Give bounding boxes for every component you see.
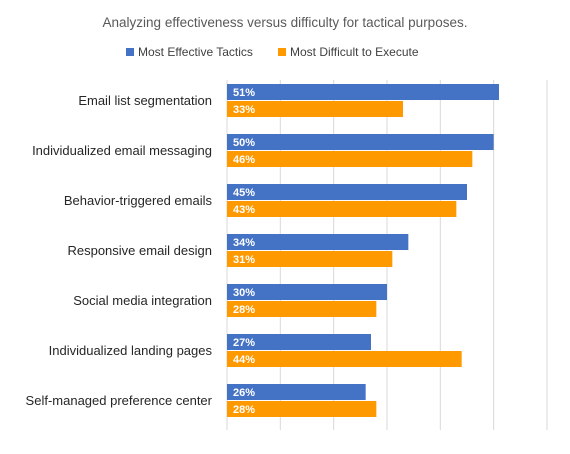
category-label: Individualized email messaging [32, 143, 212, 158]
legend-label-difficult: Most Difficult to Execute [290, 45, 419, 59]
bar-value-label: 28% [233, 304, 255, 316]
bar-value-label: 46% [233, 154, 255, 166]
bar-value-label: 34% [233, 237, 255, 249]
chart-title: Analyzing effectiveness versus difficult… [103, 15, 468, 30]
bar-value-label: 30% [233, 287, 255, 299]
bar-difficult [227, 201, 457, 217]
bar-value-label: 33% [233, 104, 255, 116]
category-label: Behavior-triggered emails [64, 193, 213, 208]
bar-value-label: 31% [233, 254, 255, 266]
legend-label-effective: Most Effective Tactics [138, 45, 253, 59]
legend-swatch-effective [126, 48, 134, 56]
category-label: Responsive email design [67, 243, 212, 258]
category-label: Individualized landing pages [49, 343, 213, 358]
bar-difficult [227, 151, 473, 167]
bar-effective [227, 134, 494, 150]
bar-labels: 51% 33% 50% 46% 45% 43% 34% 31% 30% 28% 27% 44% 26% 2… [233, 87, 255, 416]
bar-value-label: 27% [233, 337, 255, 349]
bar-value-label: 43% [233, 204, 255, 216]
bar-effective [227, 184, 467, 200]
bar-difficult [227, 301, 377, 317]
bar-value-label: 26% [233, 387, 255, 399]
bar-effective [227, 84, 499, 100]
bar-value-label: 28% [233, 404, 255, 416]
bars [227, 84, 499, 417]
bar-effective [227, 234, 409, 250]
category-label: Email list segmentation [78, 93, 212, 108]
category-label: Social media integration [73, 293, 212, 308]
bar-difficult [227, 401, 377, 417]
bar-value-label: 51% [233, 87, 255, 99]
legend: Most Effective Tactics Most Difficult to… [126, 45, 419, 59]
bar-value-label: 50% [233, 137, 255, 149]
bar-effective [227, 384, 366, 400]
category-label: Self-managed preference center [26, 393, 213, 408]
bar-effective [227, 334, 371, 350]
bar-difficult [227, 351, 462, 367]
bar-difficult [227, 251, 393, 267]
legend-swatch-difficult [278, 48, 286, 56]
category-labels: Email list segmentation Individualized em… [26, 93, 213, 408]
bar-difficult [227, 101, 403, 117]
bar-value-label: 44% [233, 354, 255, 366]
bar-effective [227, 284, 387, 300]
bar-value-label: 45% [233, 187, 255, 199]
